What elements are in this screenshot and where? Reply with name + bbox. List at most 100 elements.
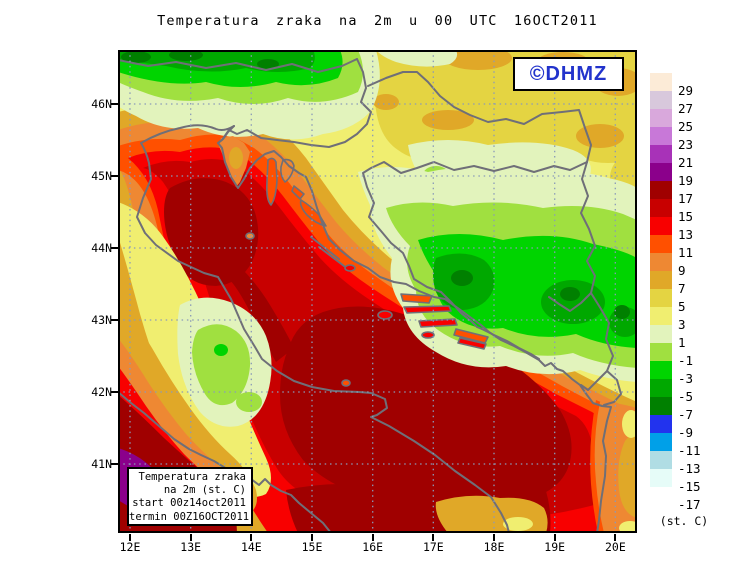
colorbar-swatch	[650, 397, 672, 415]
legend-box: Temperatura zraka na 2m (st. C) start 00z1…	[127, 467, 253, 526]
lat-axis-label: 45N	[91, 169, 112, 183]
lat-axis-tick	[111, 175, 118, 177]
colorbar-label: 1	[678, 335, 686, 350]
region-istria-gold-center	[229, 147, 243, 169]
lon-axis-tick	[311, 534, 313, 541]
colorbar-swatch	[650, 73, 672, 91]
colorbar-swatch	[650, 271, 672, 289]
colorbar-swatch	[650, 289, 672, 307]
colorbar-label: 21	[678, 155, 694, 170]
colorbar-label: -17	[678, 497, 701, 512]
colorbar-label: 25	[678, 119, 694, 134]
colorbar-swatch	[650, 91, 672, 109]
lon-axis-tick	[493, 534, 496, 541]
colorbar-swatch	[650, 235, 672, 253]
colorbar-label: -9	[678, 425, 694, 440]
region-apennines-green-core	[214, 344, 228, 356]
region-apennines-green	[192, 324, 251, 406]
colorbar-label: 7	[678, 281, 686, 296]
lon-axis-label: 19E	[544, 540, 566, 554]
colorbar-label: -11	[678, 443, 701, 458]
lat-axis-tick	[111, 247, 118, 249]
lat-axis-tick	[111, 391, 118, 393]
colorbar-label: 15	[678, 209, 694, 224]
colorbar-label: 11	[678, 245, 694, 260]
colorbar-label: -1	[678, 353, 694, 368]
legend-line: na 2m (st. C)	[163, 484, 246, 497]
lat-axis-label: 43N	[91, 313, 112, 327]
region-corner-yellow-spot	[619, 521, 637, 533]
lon-axis-tick	[371, 534, 374, 541]
border-croatia-bosnia	[362, 161, 588, 330]
colorbar-swatch	[650, 469, 672, 487]
lon-axis-label: 20E	[604, 540, 626, 554]
region-puglia-yellow	[503, 517, 533, 531]
colorbar-swatch	[650, 415, 672, 433]
region-apennines-green-south	[236, 392, 262, 412]
colorbar-swatch	[650, 127, 672, 145]
colorbar-swatch	[650, 181, 672, 199]
colorbar-swatch	[650, 325, 672, 343]
colorbar-swatch	[650, 307, 672, 325]
lon-axis-tick	[614, 534, 617, 541]
colorbar-swatch	[650, 343, 672, 361]
lon-axis-tick	[129, 534, 131, 541]
map-title: Temperatura zraka na 2m u 00 UTC 16OCT20…	[157, 13, 598, 29]
colorbar-unit-label: (st. C)	[659, 514, 709, 528]
region-albania-gold	[618, 435, 637, 518]
colorbar-label: 9	[678, 263, 686, 278]
lat-axis-label: 44N	[91, 241, 112, 255]
colorbar-label: 5	[678, 299, 686, 314]
lat-axis-label: 41N	[91, 457, 112, 471]
colorbar-swatch	[650, 451, 672, 469]
region-top-pale-strip	[376, 50, 458, 67]
colorbar-label: 27	[678, 101, 694, 116]
lon-axis-label: 16E	[362, 540, 384, 554]
colorbar-swatch	[650, 199, 672, 217]
lon-axis-tick	[432, 534, 435, 541]
region-italy-gold-band	[118, 300, 257, 514]
colorbar-label: -13	[678, 461, 701, 476]
colorbar-label: 13	[678, 227, 694, 242]
temperature-field-map	[118, 50, 637, 533]
map-area	[118, 50, 637, 533]
legend-line: termin 00Z16OCT2011	[129, 510, 250, 523]
colorbar-swatch	[650, 379, 672, 397]
dhmz-watermark: ©DHMZ	[529, 62, 608, 85]
border-bosnia-southeast	[481, 328, 540, 360]
colorbar-swatch	[650, 253, 672, 271]
lon-axis-tick	[250, 534, 253, 541]
region-albania-yellow-spot	[622, 410, 637, 438]
colorbar-label: -3	[678, 371, 694, 386]
colorbar-label: 17	[678, 191, 694, 206]
coastline-east-adriatic	[217, 125, 612, 533]
border-hungary-croatia	[367, 71, 592, 163]
colorbar-label: -5	[678, 389, 694, 404]
legend-line: Temperatura zraka	[138, 471, 246, 483]
colorbar-label: 19	[678, 173, 694, 188]
colorbar-label: 29	[678, 83, 694, 98]
islands	[245, 157, 489, 387]
lat-axis-tick	[111, 319, 118, 321]
colorbar-swatch	[650, 217, 672, 235]
legend-line: start 00z14oct2011	[132, 497, 246, 510]
dhmz-watermark-box: ©DHMZ	[513, 57, 624, 91]
lat-axis-label: 46N	[91, 97, 112, 111]
lon-axis-tick	[553, 534, 556, 541]
lat-axis-tick	[111, 463, 118, 465]
lon-axis-label: 14E	[240, 540, 262, 554]
colorbar-label: -7	[678, 407, 694, 422]
lon-axis-label: 12E	[119, 540, 141, 554]
colorbar-label: 23	[678, 137, 694, 152]
graticule	[118, 50, 637, 533]
lat-axis-label: 42N	[91, 385, 112, 399]
colorbar-swatch	[650, 361, 672, 379]
lon-axis-tick	[189, 534, 192, 541]
colorbar-label: -15	[678, 479, 701, 494]
lon-axis-label: 18E	[483, 540, 505, 554]
lon-axis-label: 17E	[422, 540, 444, 554]
border-drina	[548, 161, 596, 312]
lat-axis-tick	[111, 103, 118, 105]
border-montenegro	[580, 292, 614, 391]
